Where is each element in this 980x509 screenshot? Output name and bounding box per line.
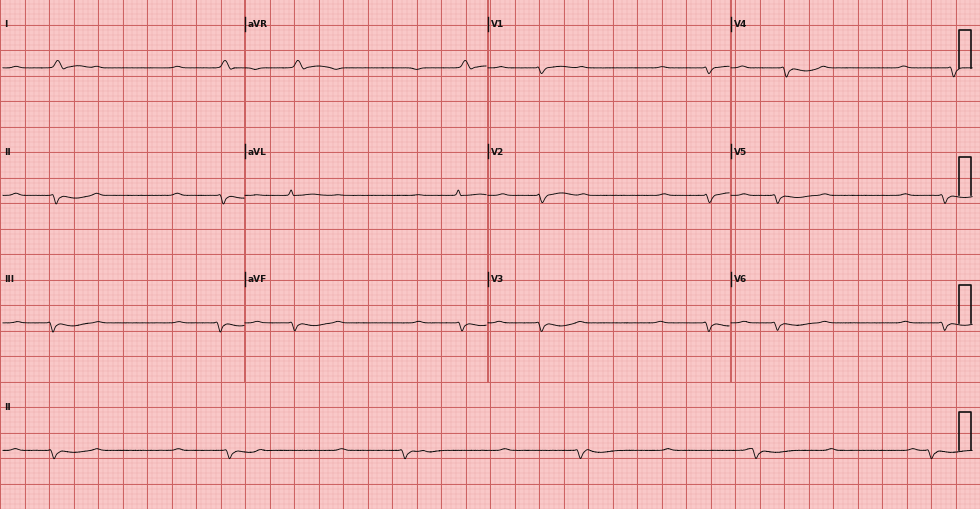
Text: aVF: aVF (248, 275, 268, 284)
Text: V5: V5 (734, 148, 748, 157)
Text: I: I (4, 20, 7, 30)
Text: V1: V1 (491, 20, 505, 30)
Text: II: II (4, 148, 11, 157)
Text: II: II (4, 402, 11, 411)
Text: V4: V4 (734, 20, 748, 30)
Text: III: III (4, 275, 14, 284)
Text: V6: V6 (734, 275, 748, 284)
Text: aVL: aVL (248, 148, 267, 157)
Text: V2: V2 (491, 148, 505, 157)
Text: V3: V3 (491, 275, 505, 284)
Text: aVR: aVR (248, 20, 268, 30)
